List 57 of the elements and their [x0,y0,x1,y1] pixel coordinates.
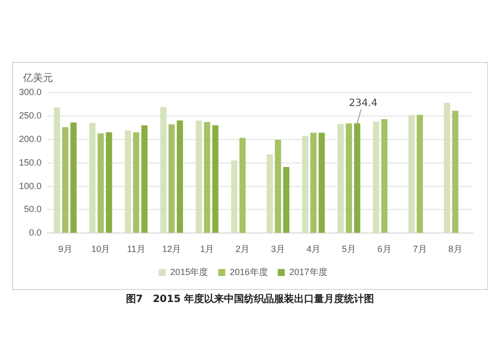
bar [196,120,202,233]
x-tick-label: 5月 [342,244,356,254]
bar [54,107,60,233]
bar [444,102,450,233]
bar [452,110,458,233]
bar [212,125,218,233]
x-tick-label: 7月 [412,244,427,254]
y-tick-label: 250.0 [18,110,42,120]
bar [141,125,148,233]
x-tick-label: 8月 [448,244,462,254]
data-label: 234.4 [348,98,378,109]
x-tick-label: 10月 [91,244,110,254]
bar [70,122,77,233]
bar [338,124,344,233]
bar [274,140,282,233]
y-tick-label: 200.0 [18,134,42,144]
y-tick-label: 150.0 [18,157,42,168]
bar [283,167,290,233]
x-tick-label: 2月 [236,244,250,254]
bar [168,124,175,233]
x-tick-label: 1月 [200,244,214,254]
legend-label: 2016年度 [230,266,268,277]
x-tick-label: 3月 [270,244,285,254]
bar [98,133,104,233]
x-tick-label: 9月 [58,244,72,254]
bar [310,132,317,233]
y-tick-label: 0.0 [29,228,42,238]
bar [124,130,131,233]
bar [204,122,210,233]
y-axis-title: 亿美元 [23,72,53,85]
legend-label: 2015年度 [170,266,208,277]
bar [176,120,183,233]
x-tick-label: 6月 [377,244,392,254]
text: 图7 2015 年度以来中国纺织品服装出口量月度统计图 [124,292,376,306]
bar [106,132,112,233]
bar [302,136,308,233]
bar [133,132,140,233]
bar [354,123,360,233]
bar [346,123,352,233]
bar [62,127,68,233]
bar [266,154,273,233]
legend-label: 2017年度 [289,266,328,277]
bar [318,132,325,233]
bar [89,122,96,233]
y-tick-label: 100.0 [18,180,42,191]
x-tick-label: 4月 [306,244,320,254]
bar [160,106,166,233]
bar [416,114,423,233]
bar [231,160,238,233]
x-tick-label: 11月 [126,244,146,254]
x-tick-label: 12月 [162,244,182,254]
bar [239,138,246,233]
bar [372,122,380,233]
bar [408,114,415,233]
y-tick-label: 50.0 [24,204,42,214]
bar [381,119,388,233]
y-tick-label: 300.0 [18,86,42,97]
